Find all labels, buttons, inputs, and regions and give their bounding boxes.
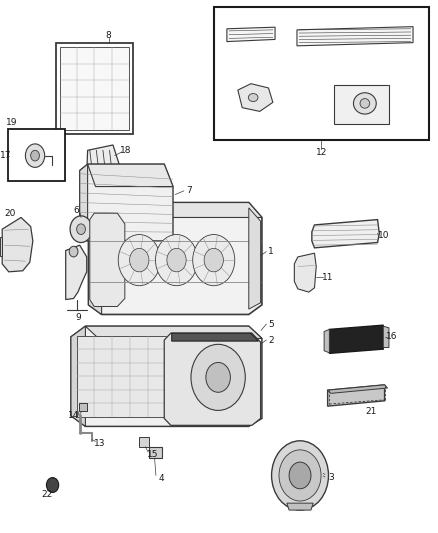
Text: 8: 8: [106, 31, 112, 39]
Text: 12: 12: [316, 149, 327, 157]
Text: 7: 7: [186, 187, 192, 195]
Polygon shape: [88, 203, 102, 314]
Polygon shape: [0, 237, 2, 256]
Text: 2: 2: [268, 336, 273, 344]
Text: 16: 16: [386, 333, 398, 341]
Text: 1: 1: [268, 247, 274, 256]
Polygon shape: [328, 385, 388, 393]
Bar: [8, 129, 65, 181]
Bar: [214, 7, 429, 140]
Polygon shape: [90, 213, 125, 306]
Circle shape: [289, 462, 311, 489]
Polygon shape: [88, 203, 262, 314]
Circle shape: [31, 150, 39, 161]
Bar: [149, 447, 162, 458]
Polygon shape: [324, 329, 329, 353]
Polygon shape: [249, 208, 261, 309]
Bar: [79, 403, 87, 411]
Polygon shape: [383, 326, 389, 348]
Polygon shape: [238, 84, 273, 111]
Circle shape: [206, 362, 230, 392]
Circle shape: [69, 246, 78, 257]
Polygon shape: [2, 217, 33, 272]
Polygon shape: [85, 326, 262, 338]
Text: 14: 14: [68, 411, 79, 420]
Circle shape: [272, 441, 328, 510]
Text: 10: 10: [378, 231, 389, 240]
Text: 21: 21: [366, 407, 377, 416]
Polygon shape: [287, 503, 313, 510]
Circle shape: [155, 235, 198, 286]
Text: 19: 19: [6, 118, 17, 127]
Ellipse shape: [248, 94, 258, 102]
Ellipse shape: [353, 93, 376, 114]
Bar: [60, 47, 129, 130]
Polygon shape: [80, 164, 173, 241]
Polygon shape: [328, 385, 385, 406]
Polygon shape: [80, 164, 88, 241]
Circle shape: [118, 235, 160, 286]
Polygon shape: [172, 333, 258, 341]
Polygon shape: [71, 326, 85, 426]
Polygon shape: [164, 333, 261, 425]
Ellipse shape: [360, 99, 370, 108]
Circle shape: [167, 248, 186, 272]
Polygon shape: [227, 27, 275, 42]
Polygon shape: [66, 245, 87, 300]
Polygon shape: [77, 336, 166, 417]
Polygon shape: [102, 203, 262, 217]
Polygon shape: [329, 325, 383, 353]
Bar: [56, 43, 133, 134]
Text: 4: 4: [159, 474, 164, 483]
Circle shape: [25, 144, 45, 167]
Text: 20: 20: [4, 209, 15, 217]
Polygon shape: [71, 326, 262, 426]
Text: 17: 17: [0, 151, 11, 160]
Circle shape: [193, 235, 235, 286]
Circle shape: [70, 216, 92, 243]
Text: 22: 22: [42, 490, 53, 498]
Text: 11: 11: [322, 273, 333, 281]
Polygon shape: [312, 220, 379, 248]
Polygon shape: [88, 164, 173, 187]
Circle shape: [279, 450, 321, 501]
Bar: [334, 85, 389, 124]
Text: 9: 9: [75, 313, 81, 322]
Circle shape: [46, 478, 59, 492]
Polygon shape: [294, 253, 316, 292]
Text: 18: 18: [120, 146, 132, 155]
Text: 5: 5: [268, 320, 274, 328]
Polygon shape: [297, 27, 413, 46]
Circle shape: [204, 248, 223, 272]
Circle shape: [130, 248, 149, 272]
Text: 13: 13: [94, 439, 106, 448]
Text: 6: 6: [74, 206, 80, 215]
Bar: [139, 437, 149, 447]
Polygon shape: [87, 145, 119, 184]
Text: 15: 15: [147, 450, 158, 458]
Text: 3: 3: [328, 473, 334, 481]
Circle shape: [191, 344, 245, 410]
Circle shape: [77, 224, 85, 235]
